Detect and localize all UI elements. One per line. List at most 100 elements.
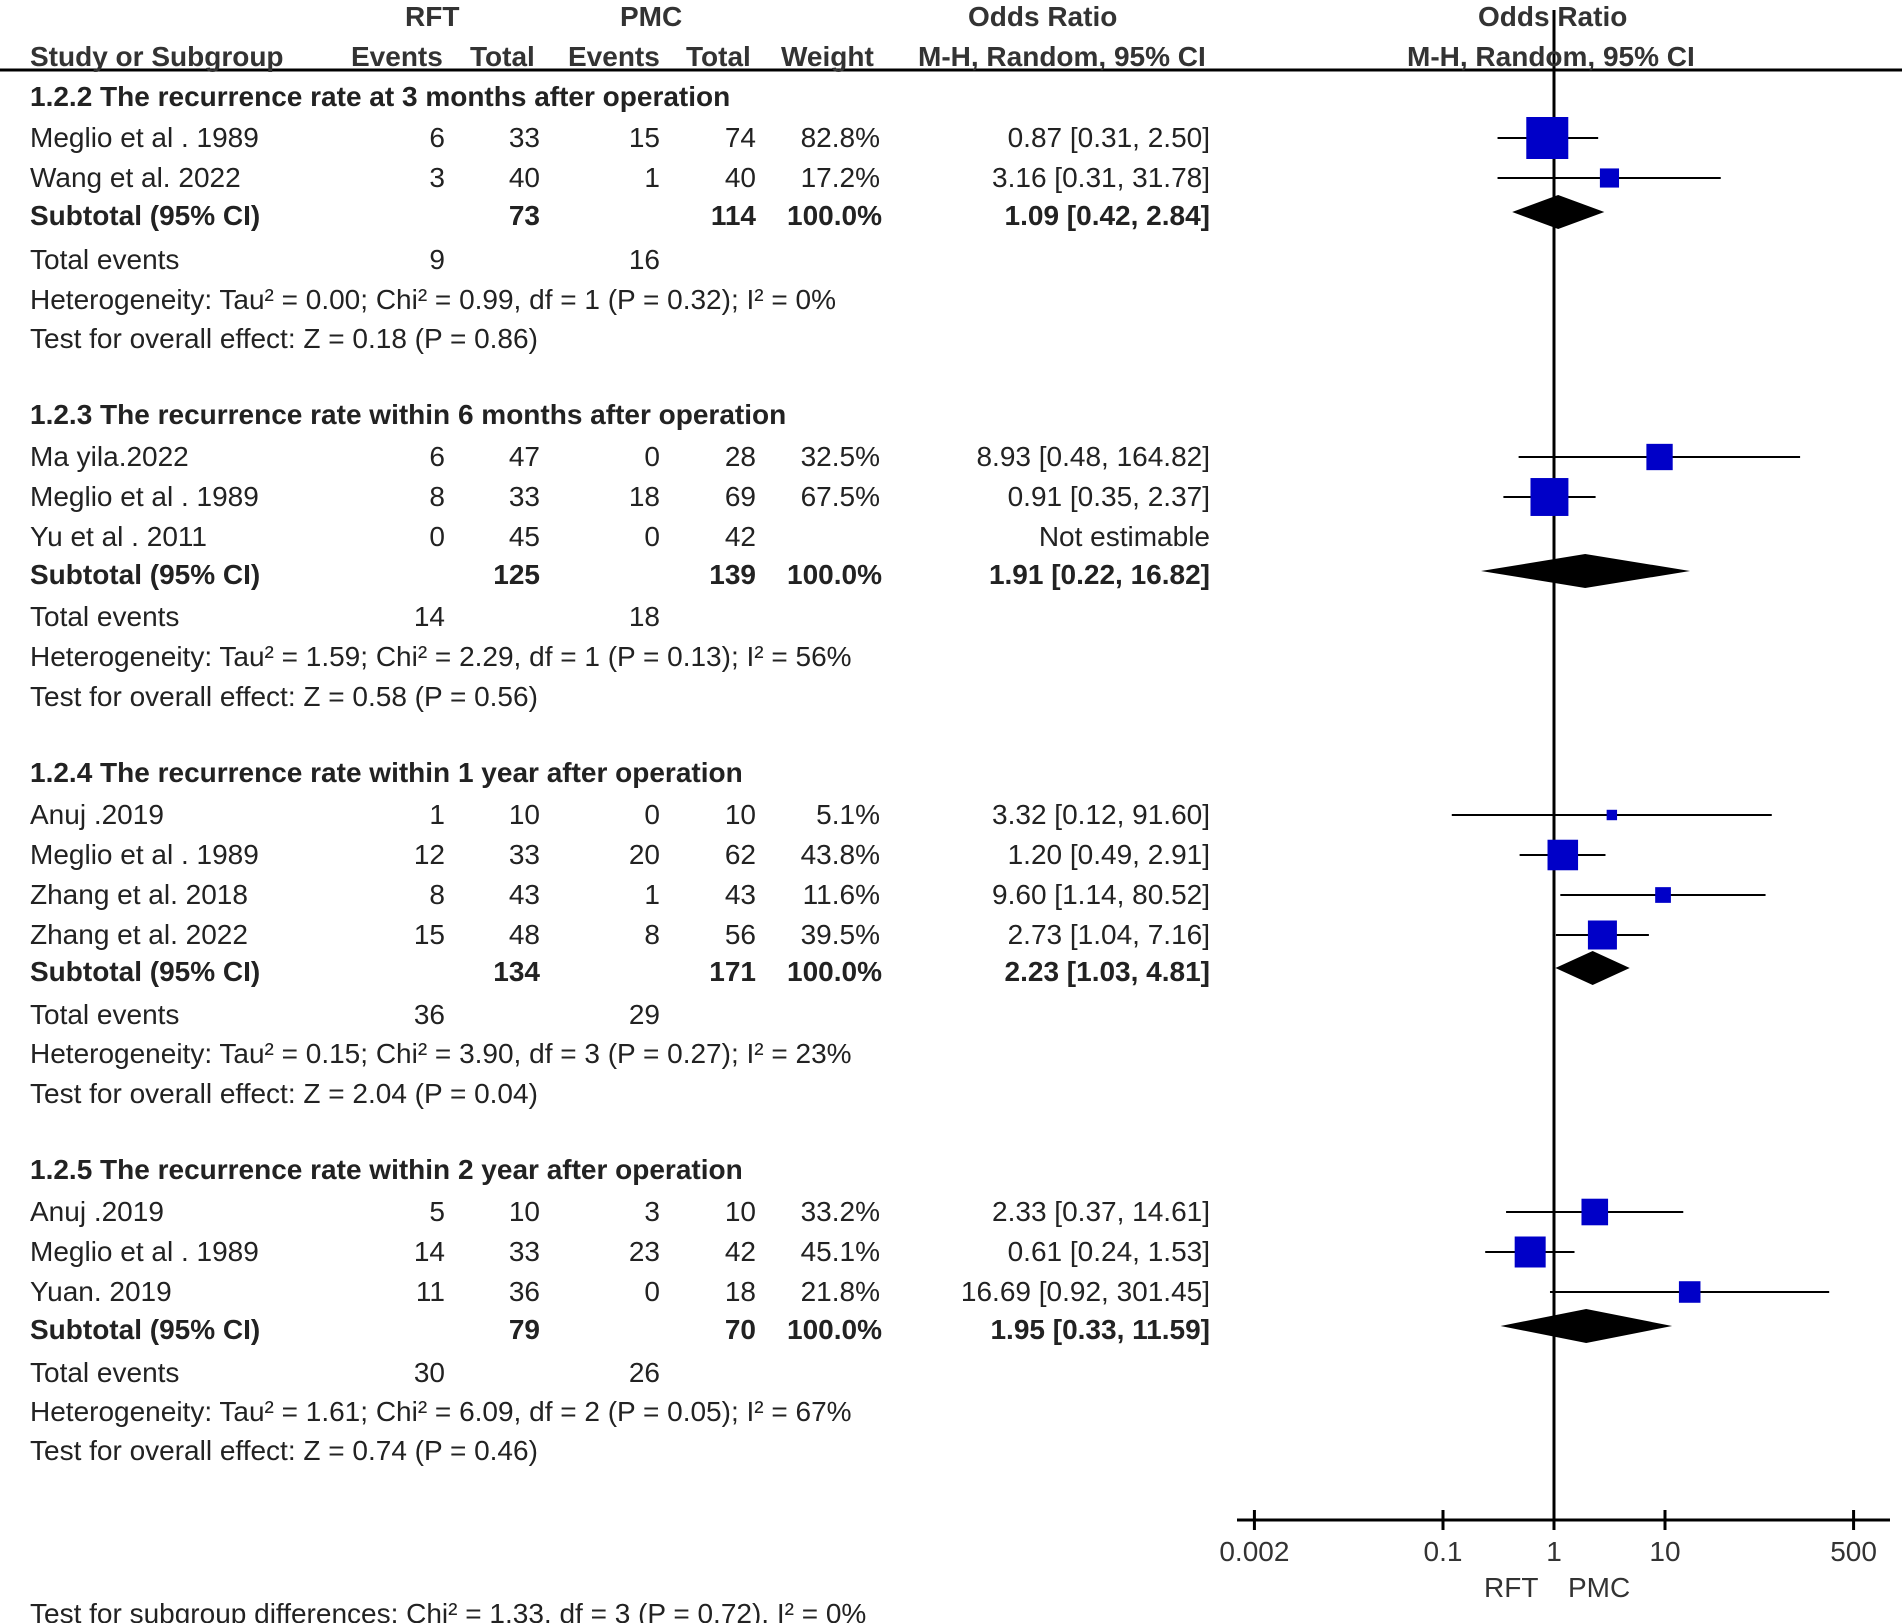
rft-total: 10 bbox=[508, 1196, 540, 1227]
pmc-events: 0 bbox=[644, 521, 660, 552]
odds-ratio-ci: 0.87 [0.31, 2.50] bbox=[1007, 122, 1210, 153]
header-pmc-events: Events bbox=[568, 41, 660, 72]
pmc-events: 0 bbox=[644, 441, 660, 472]
pmc-total: 40 bbox=[724, 162, 756, 193]
subgroup-title: 1.2.2 The recurrence rate at 3 months af… bbox=[30, 81, 731, 112]
rft-total: 45 bbox=[508, 521, 540, 552]
pmc-total: 69 bbox=[724, 481, 756, 512]
subtotal-odds-ratio-ci: 1.91 [0.22, 16.82] bbox=[988, 559, 1210, 590]
study-point bbox=[1581, 1198, 1609, 1226]
subtotal-rft-total: 79 bbox=[508, 1314, 540, 1345]
rft-total: 47 bbox=[508, 441, 540, 472]
subtotal-pmc-total: 139 bbox=[709, 559, 756, 590]
weight: 33.2% bbox=[800, 1196, 880, 1227]
header-group-pmc: PMC bbox=[620, 1, 683, 32]
favours-left-label: RFT bbox=[1484, 1572, 1539, 1603]
pooled-diamond bbox=[1481, 554, 1691, 588]
pooled-diamond bbox=[1500, 1309, 1673, 1343]
study-name: Anuj .2019 bbox=[30, 799, 164, 830]
overall-effect-text: Test for overall effect: Z = 0.58 (P = 0… bbox=[30, 681, 538, 712]
pmc-total: 62 bbox=[724, 839, 756, 870]
total-events-rft: 9 bbox=[429, 244, 445, 275]
odds-ratio-ci: 8.93 [0.48, 164.82] bbox=[976, 441, 1210, 472]
weight: 32.5% bbox=[800, 441, 880, 472]
pmc-total: 56 bbox=[724, 919, 756, 950]
rft-events: 8 bbox=[429, 879, 445, 910]
total-events-pmc: 26 bbox=[628, 1357, 660, 1388]
total-events-pmc: 29 bbox=[628, 999, 660, 1030]
study-name: Ma yila.2022 bbox=[30, 441, 189, 472]
rft-total: 33 bbox=[508, 481, 540, 512]
favours-right-label: PMC bbox=[1568, 1572, 1631, 1603]
overall-effect-text: Test for overall effect: Z = 0.74 (P = 0… bbox=[30, 1435, 538, 1466]
study-point bbox=[1599, 168, 1620, 188]
weight: 11.6% bbox=[802, 879, 880, 910]
study-point bbox=[1678, 1281, 1701, 1303]
rft-total: 33 bbox=[508, 1236, 540, 1267]
weight: 67.5% bbox=[800, 481, 880, 512]
heterogeneity-text: Heterogeneity: Tau² = 0.15; Chi² = 3.90,… bbox=[30, 1038, 852, 1069]
x-tick-label: 0.1 bbox=[1423, 1536, 1463, 1567]
subgroup-title: 1.2.3 The recurrence rate within 6 month… bbox=[30, 399, 787, 430]
total-events-pmc: 16 bbox=[628, 244, 660, 275]
study-name: Zhang et al. 2022 bbox=[30, 919, 248, 950]
weight: 45.1% bbox=[800, 1236, 880, 1267]
heterogeneity-text: Heterogeneity: Tau² = 1.61; Chi² = 6.09,… bbox=[30, 1396, 852, 1427]
odds-ratio-ci: 16.69 [0.92, 301.45] bbox=[960, 1276, 1210, 1307]
rft-events: 5 bbox=[429, 1196, 445, 1227]
subgroup-differences-text: Test for subgroup differences: Chi² = 1.… bbox=[30, 1598, 867, 1623]
subtotal-rft-total: 73 bbox=[508, 200, 540, 231]
pmc-events: 18 bbox=[628, 481, 660, 512]
rft-total: 33 bbox=[508, 122, 540, 153]
pmc-total: 42 bbox=[724, 521, 756, 552]
total-events-pmc: 18 bbox=[628, 601, 660, 632]
subtotal-label: Subtotal (95% CI) bbox=[30, 1314, 261, 1345]
header-study: Study or Subgroup bbox=[30, 41, 284, 72]
odds-ratio-ci: 0.61 [0.24, 1.53] bbox=[1007, 1236, 1210, 1267]
pmc-events: 8 bbox=[644, 919, 660, 950]
pmc-total: 18 bbox=[724, 1276, 756, 1307]
odds-ratio-ci: 9.60 [1.14, 80.52] bbox=[992, 879, 1210, 910]
pmc-total: 43 bbox=[724, 879, 756, 910]
rft-total: 36 bbox=[508, 1276, 540, 1307]
pmc-total: 10 bbox=[724, 1196, 756, 1227]
study-name: Meglio et al . 1989 bbox=[30, 122, 259, 153]
odds-ratio-ci: Not estimable bbox=[1038, 521, 1210, 552]
subtotal-rft-total: 125 bbox=[493, 559, 540, 590]
subtotal-weight: 100.0% bbox=[787, 559, 882, 590]
subtotal-pmc-total: 114 bbox=[710, 200, 756, 231]
rft-total: 40 bbox=[508, 162, 540, 193]
rft-events: 11 bbox=[415, 1276, 445, 1307]
rft-events: 6 bbox=[429, 441, 445, 472]
odds-ratio-ci: 3.32 [0.12, 91.60] bbox=[992, 799, 1210, 830]
study-point bbox=[1655, 887, 1671, 903]
total-events-label: Total events bbox=[30, 1357, 180, 1388]
study-name: Meglio et al . 1989 bbox=[30, 1236, 259, 1267]
weight: 17.2% bbox=[800, 162, 880, 193]
study-point bbox=[1547, 839, 1579, 871]
header-odds-ratio-plot: Odds Ratio bbox=[1478, 1, 1628, 32]
subtotal-weight: 100.0% bbox=[787, 956, 882, 987]
header-weight: Weight bbox=[781, 41, 874, 72]
plot-marks bbox=[1252, 117, 1856, 1530]
x-tick-label: 0.002 bbox=[1219, 1536, 1290, 1567]
odds-ratio-ci: 2.33 [0.37, 14.61] bbox=[992, 1196, 1210, 1227]
subtotal-odds-ratio-ci: 1.09 [0.42, 2.84] bbox=[1004, 200, 1210, 231]
study-point bbox=[1530, 478, 1569, 516]
study-name: Anuj .2019 bbox=[30, 1196, 164, 1227]
pmc-events: 23 bbox=[628, 1236, 660, 1267]
rft-total: 33 bbox=[508, 839, 540, 870]
study-name: Meglio et al . 1989 bbox=[30, 839, 259, 870]
pooled-diamond bbox=[1555, 951, 1630, 985]
pmc-total: 10 bbox=[724, 799, 756, 830]
weight: 5.1% bbox=[816, 799, 880, 830]
weight: 43.8% bbox=[800, 839, 880, 870]
subtotal-weight: 100.0% bbox=[787, 200, 882, 231]
odds-ratio-ci: 2.73 [1.04, 7.16] bbox=[1007, 919, 1210, 950]
subtotal-odds-ratio-ci: 1.95 [0.33, 11.59] bbox=[990, 1314, 1210, 1345]
odds-ratio-ci: 0.91 [0.35, 2.37] bbox=[1007, 481, 1210, 512]
study-name: Yuan. 2019 bbox=[30, 1276, 172, 1307]
weight: 21.8% bbox=[800, 1276, 880, 1307]
header-rft-events: Events bbox=[351, 41, 443, 72]
study-name: Zhang et al. 2018 bbox=[30, 879, 248, 910]
